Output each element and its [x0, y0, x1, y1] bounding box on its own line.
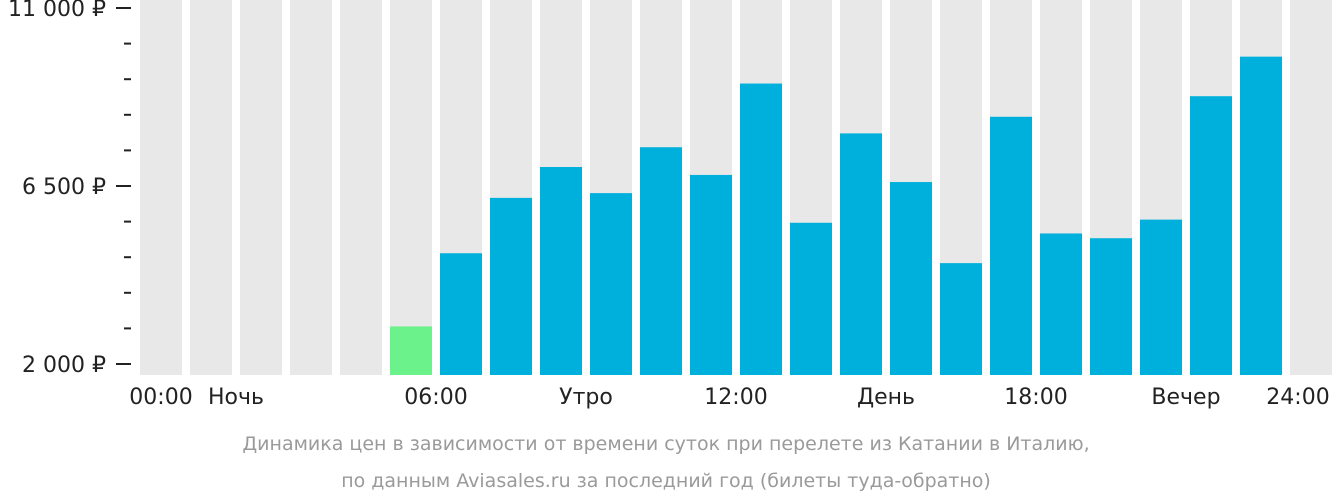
bar[interactable] [790, 222, 832, 375]
x-tick-label: 18:00 [1004, 385, 1067, 410]
x-tick-label: Утро [559, 385, 613, 410]
bar[interactable] [1040, 233, 1082, 375]
bar[interactable] [1190, 96, 1232, 375]
x-axis: 00:00 Ночь 06:00 Утро 12:00 День 18:00 Вечер 24:… [129, 385, 1329, 410]
data-bars [390, 56, 1282, 376]
bar-cheapest[interactable] [390, 326, 432, 375]
bar[interactable] [690, 174, 732, 375]
bar[interactable] [1140, 219, 1182, 375]
bar[interactable] [490, 197, 532, 375]
bar[interactable] [540, 167, 582, 375]
bar[interactable] [940, 263, 982, 375]
x-tick-label: День [857, 385, 915, 410]
background-column [340, 0, 382, 375]
bar[interactable] [990, 116, 1032, 376]
bar[interactable] [890, 182, 932, 375]
background-column [140, 0, 182, 375]
bar[interactable] [440, 253, 482, 375]
chart-caption-line-1: Динамика цен в зависимости от времени су… [242, 433, 1090, 455]
bar[interactable] [740, 83, 782, 375]
x-tick-label: 06:00 [404, 385, 467, 410]
bar[interactable] [590, 193, 632, 375]
x-tick-label: 00:00 [129, 385, 192, 410]
y-tick-label: 11 000 ₽ [8, 0, 106, 22]
x-tick-label: Ночь [208, 385, 264, 410]
bar[interactable] [640, 147, 682, 375]
y-tick-label: 2 000 ₽ [22, 353, 106, 378]
y-axis: 2 000 ₽ 6 500 ₽ 11 000 ₽ [8, 0, 131, 378]
x-tick-label: Вечер [1151, 385, 1220, 410]
background-column [390, 0, 432, 375]
bar[interactable] [840, 133, 882, 375]
background-column [240, 0, 282, 375]
x-tick-label: 12:00 [704, 385, 767, 410]
background-column [1290, 0, 1332, 375]
x-tick-label: 24:00 [1266, 385, 1329, 410]
price-by-hour-chart: 2 000 ₽ 6 500 ₽ 11 000 ₽ 00:00 Ночь 06:00 Утр… [8, 0, 1332, 410]
bar[interactable] [1240, 56, 1282, 376]
y-tick-label: 6 500 ₽ [22, 175, 106, 200]
chart-caption-line-2: по данным Aviasales.ru за последний год … [341, 470, 991, 492]
bar[interactable] [1090, 238, 1132, 375]
background-column [190, 0, 232, 375]
background-column [290, 0, 332, 375]
